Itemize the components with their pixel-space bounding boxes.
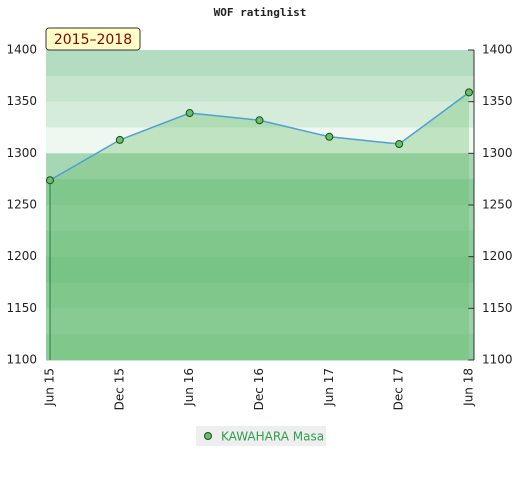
background-stripe bbox=[46, 179, 474, 206]
y2-tick-label: 1350 bbox=[482, 94, 513, 108]
background-stripe bbox=[46, 230, 474, 258]
background-stripe bbox=[46, 282, 474, 309]
legend-label: KAWAHARA Masa bbox=[221, 430, 324, 444]
marker bbox=[115, 135, 124, 144]
marker bbox=[465, 88, 473, 97]
y-tick-label: 1100 bbox=[6, 353, 37, 367]
x-tick-label: Dec 16 bbox=[252, 368, 266, 410]
x-tick-label: Jun 16 bbox=[182, 368, 196, 407]
background-stripe bbox=[46, 308, 474, 335]
background-stripe bbox=[46, 75, 474, 103]
y-tick-label: 1250 bbox=[6, 198, 37, 212]
period-label: 2015–2018 bbox=[54, 32, 132, 48]
marker bbox=[185, 109, 194, 118]
y2-tick-label: 1150 bbox=[482, 301, 513, 315]
y-tick-label: 1300 bbox=[6, 146, 37, 160]
x-tick-label: Dec 15 bbox=[112, 368, 126, 410]
y2-tick-label: 1100 bbox=[482, 353, 513, 367]
y-tick-label: 1400 bbox=[6, 43, 37, 57]
background-stripe bbox=[46, 334, 474, 361]
area bbox=[50, 92, 469, 360]
background-stripe bbox=[46, 205, 474, 232]
background-stripe bbox=[46, 153, 474, 180]
y2-tick-label: 1300 bbox=[482, 146, 513, 160]
chart-title: WOF ratinglist bbox=[214, 6, 307, 19]
y2-tick-label: 1200 bbox=[482, 249, 513, 263]
legend bbox=[196, 426, 326, 446]
background-stripe bbox=[46, 50, 474, 77]
x-tick-label: Jun 18 bbox=[462, 368, 476, 407]
plot-area bbox=[46, 50, 474, 361]
legend-marker bbox=[204, 432, 212, 440]
marker bbox=[395, 140, 404, 149]
x-tick-label: Dec 17 bbox=[392, 368, 406, 410]
x-tick-label: Jun 17 bbox=[322, 368, 336, 407]
x-tick-label: Jun 15 bbox=[43, 368, 57, 407]
marker bbox=[255, 116, 264, 125]
background-stripe bbox=[46, 256, 474, 283]
y2-tick-label: 1250 bbox=[482, 198, 513, 212]
y2-tick-label: 1400 bbox=[482, 43, 513, 57]
period-box bbox=[45, 27, 141, 51]
marker bbox=[46, 176, 54, 185]
marker bbox=[325, 132, 334, 141]
y-tick-label: 1350 bbox=[6, 94, 37, 108]
y-tick-label: 1150 bbox=[6, 301, 37, 315]
y-tick-label: 1200 bbox=[6, 249, 37, 263]
